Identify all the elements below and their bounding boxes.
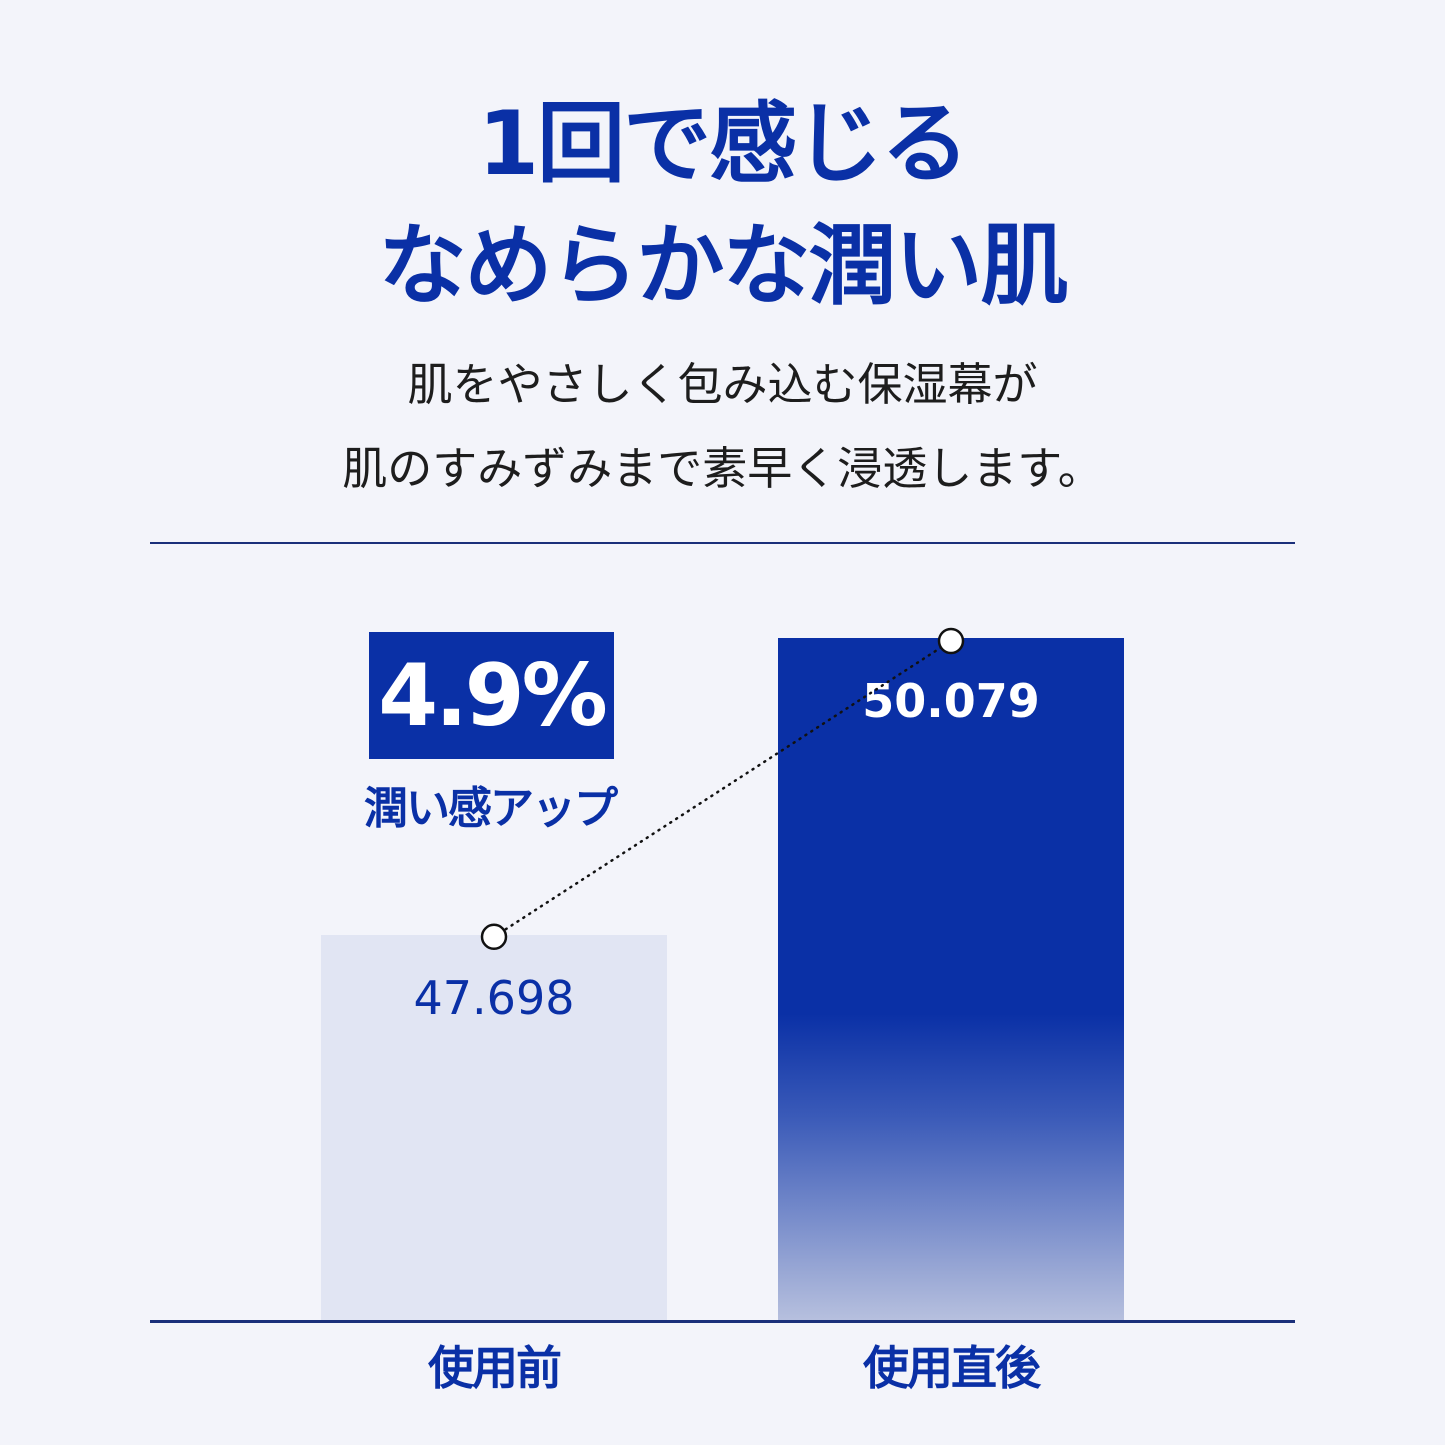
marker-after [937, 627, 965, 655]
subtitle-line-2: 肌のすみずみまで素早く浸透します。 [342, 442, 1103, 495]
title-line-2: なめらかな潤い肌 [378, 214, 1068, 317]
value-label-before: 47.698 [413, 970, 575, 1025]
value-label-after: 50.079 [862, 674, 1040, 728]
baseline [150, 1320, 1295, 1323]
category-label-after: 使用直後 [863, 1341, 1041, 1395]
title-line-1: 1回で感じる [477, 92, 969, 195]
connector-dotted-line [492, 639, 953, 939]
bar-before [321, 934, 667, 1321]
increase-label: 潤い感アップ [364, 783, 618, 834]
top-divider [150, 542, 1295, 544]
increase-badge: 4.9% [369, 632, 614, 759]
category-label-before: 使用前 [428, 1341, 562, 1395]
subtitle-line-1: 肌をやさしく包み込む保湿幕が [407, 358, 1038, 411]
marker-before [480, 923, 508, 951]
bar-after [778, 638, 1124, 1321]
